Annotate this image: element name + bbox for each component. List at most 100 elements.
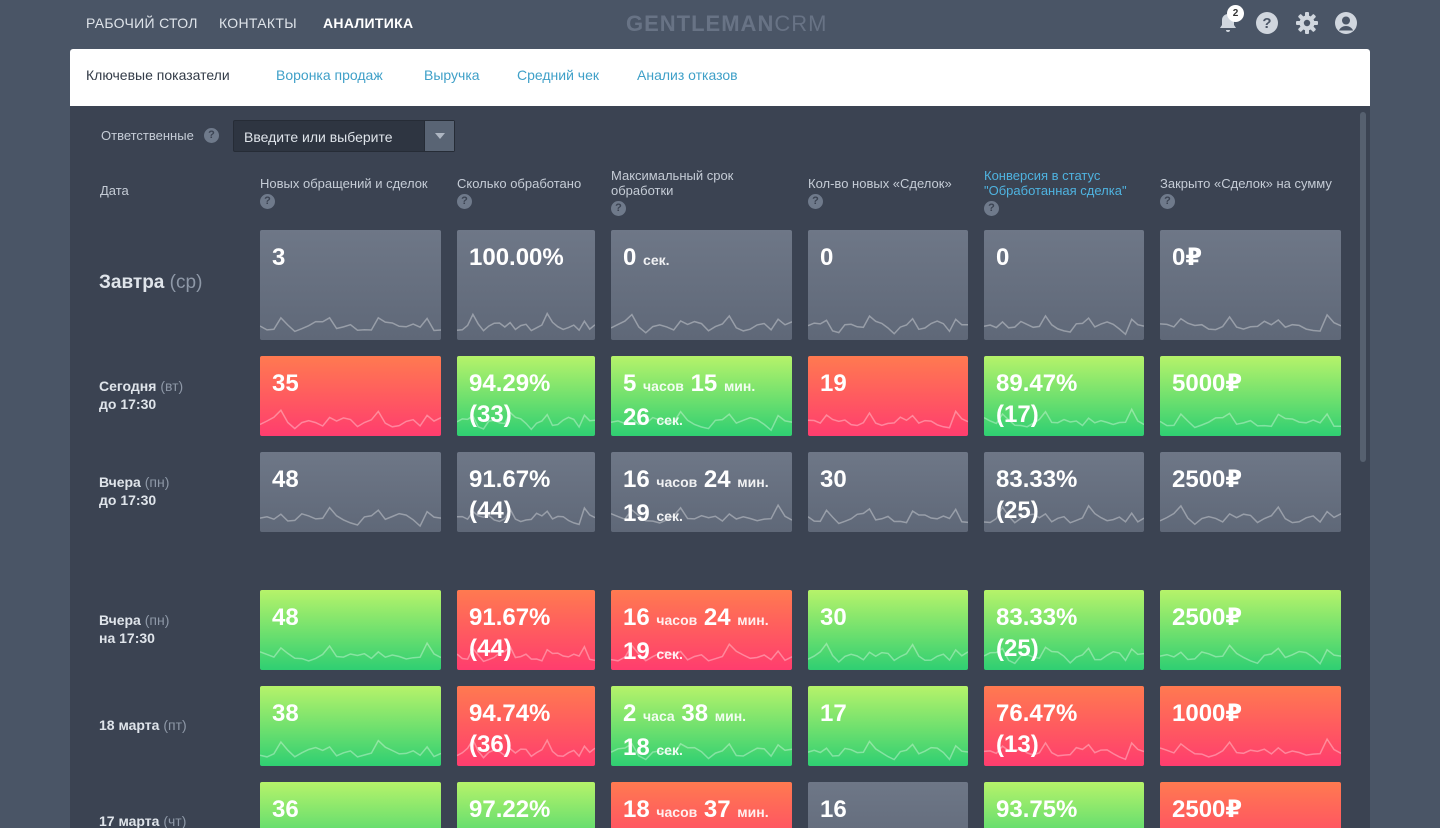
row-date-label: 17 марта (чт) [99, 812, 186, 828]
metric-value: 2500₽ [1172, 602, 1335, 633]
help-icon[interactable]: ? [1255, 11, 1279, 35]
app-logo[interactable]: GENTLEMANCRM [626, 11, 827, 37]
metric-number: 3 [272, 244, 285, 271]
metric-card[interactable]: 48 [260, 452, 441, 532]
metric-value: 48 [272, 602, 435, 633]
metric-unit: мин. [724, 378, 755, 394]
metric-number: 2500₽ [1172, 604, 1242, 631]
metric-number: 2 [623, 700, 636, 727]
metric-number: 94.74% [469, 700, 550, 727]
metric-value: 5 часов 15 мин. 26 сек. [623, 368, 786, 436]
metric-unit: сек. [643, 252, 669, 268]
responsible-label: Ответственные [101, 128, 194, 143]
logo-bold: GENTLEMAN [626, 11, 774, 36]
tab-refusal-analysis[interactable]: Анализ отказов [637, 67, 738, 83]
metric-card[interactable]: 16 часов 24 мин. 19 сек. [611, 452, 792, 532]
metric-card[interactable]: 93.75% [984, 782, 1144, 828]
help-icon[interactable]: ? [808, 194, 823, 209]
metric-card[interactable]: 0₽ [1160, 230, 1341, 340]
logo-light: CRM [774, 11, 827, 36]
scrollbar[interactable] [1360, 112, 1366, 462]
metric-card[interactable]: 0 [808, 230, 968, 340]
metric-number: 91.67% [469, 466, 550, 493]
metric-card[interactable]: 91.67% (44) [457, 590, 595, 670]
metric-card[interactable]: 16 часов 24 мин. 19 сек. [611, 590, 792, 670]
tab-sales-funnel[interactable]: Воронка продаж [276, 67, 383, 83]
metric-card[interactable]: 76.47% (13) [984, 686, 1144, 766]
row-date: Сегодня [99, 378, 156, 394]
metric-value: 83.33% (25) [996, 602, 1138, 664]
metric-card[interactable]: 2500₽ [1160, 452, 1341, 532]
metric-card[interactable]: 35 [260, 356, 441, 436]
metric-value: 48 [272, 464, 435, 495]
metric-number: 93.75% [996, 796, 1077, 823]
metric-value: 0 сек. [623, 242, 786, 276]
metric-card[interactable]: 5 часов 15 мин. 26 сек. [611, 356, 792, 436]
row-weekday: (ср) [170, 272, 203, 293]
metric-card[interactable]: 83.33% (25) [984, 452, 1144, 532]
metric-number: 0 [623, 244, 636, 271]
metric-card[interactable]: 38 [260, 686, 441, 766]
metric-number: 35 [272, 370, 299, 397]
metric-card[interactable]: 48 [260, 590, 441, 670]
metric-card[interactable]: 17 [808, 686, 968, 766]
help-icon[interactable]: ? [1160, 194, 1175, 209]
metric-card[interactable]: 1000₽ [1160, 686, 1341, 766]
metric-number: (17) [996, 401, 1039, 428]
metric-card[interactable]: 19 [808, 356, 968, 436]
metric-card[interactable]: 94.29% (33) [457, 356, 595, 436]
help-icon[interactable]: ? [457, 194, 472, 209]
metric-card[interactable]: 30 [808, 590, 968, 670]
help-icon[interactable]: ? [611, 201, 626, 216]
gear-icon[interactable] [1295, 11, 1319, 35]
metric-card[interactable]: 91.67% (44) [457, 452, 595, 532]
metric-value: 16 часов 24 мин. 19 сек. [623, 602, 786, 670]
metric-number: 83.33% [996, 604, 1077, 631]
user-avatar-icon[interactable] [1334, 11, 1358, 35]
row-date: 18 марта [99, 717, 159, 733]
nav-desktop[interactable]: РАБОЧИЙ СТОЛ [86, 15, 198, 31]
help-icon[interactable]: ? [984, 201, 999, 216]
metric-card[interactable]: 5000₽ [1160, 356, 1341, 436]
nav-analytics[interactable]: АНАЛИТИКА [323, 15, 413, 31]
metric-value: 38 [272, 698, 435, 729]
metric-card[interactable]: 83.33% (25) [984, 590, 1144, 670]
row-date: 17 марта [99, 813, 159, 828]
sparkline [611, 300, 792, 340]
metric-card[interactable]: 2 часа 38 мин. 18 сек. [611, 686, 792, 766]
metric-value: 2500₽ [1172, 794, 1335, 825]
metric-card[interactable]: 0 [984, 230, 1144, 340]
metric-number: 24 [704, 466, 731, 493]
row-time-note: до 17:30 [99, 396, 156, 412]
metric-value: 18 часов 37 мин. [623, 794, 786, 828]
metric-card[interactable]: 36 [260, 782, 441, 828]
metric-card[interactable]: 94.74% (36) [457, 686, 595, 766]
metric-number: (36) [469, 731, 512, 758]
metric-value: 0₽ [1172, 242, 1335, 273]
responsible-select[interactable]: Введите или выберите [233, 120, 455, 152]
metric-card[interactable]: 89.47% (17) [984, 356, 1144, 436]
column-header: Максимальный срок обработки? [611, 168, 751, 216]
sparkline [808, 396, 968, 436]
metric-number: 16 [623, 466, 650, 493]
help-icon[interactable]: ? [260, 194, 275, 209]
metric-card[interactable]: 2500₽ [1160, 782, 1341, 828]
metric-card[interactable]: 3 [260, 230, 441, 340]
nav-contacts[interactable]: КОНТАКТЫ [219, 15, 297, 31]
metric-card[interactable]: 2500₽ [1160, 590, 1341, 670]
metric-number: 38 [272, 700, 299, 727]
metric-card[interactable]: 18 часов 37 мин. [611, 782, 792, 828]
chevron-down-icon[interactable] [424, 121, 454, 151]
metric-number: 0 [820, 244, 833, 271]
row-weekday: (пт) [163, 717, 186, 733]
metric-card[interactable]: 100.00% [457, 230, 595, 340]
metric-card[interactable]: 0 сек. [611, 230, 792, 340]
help-icon[interactable]: ? [204, 128, 219, 143]
metric-card[interactable]: 30 [808, 452, 968, 532]
metric-card[interactable]: 16 [808, 782, 968, 828]
tab-average-check[interactable]: Средний чек [517, 67, 599, 83]
sparkline [808, 726, 968, 766]
tab-key-indicators[interactable]: Ключевые показатели [86, 67, 230, 83]
metric-card[interactable]: 97.22% [457, 782, 595, 828]
tab-revenue[interactable]: Выручка [424, 67, 480, 83]
